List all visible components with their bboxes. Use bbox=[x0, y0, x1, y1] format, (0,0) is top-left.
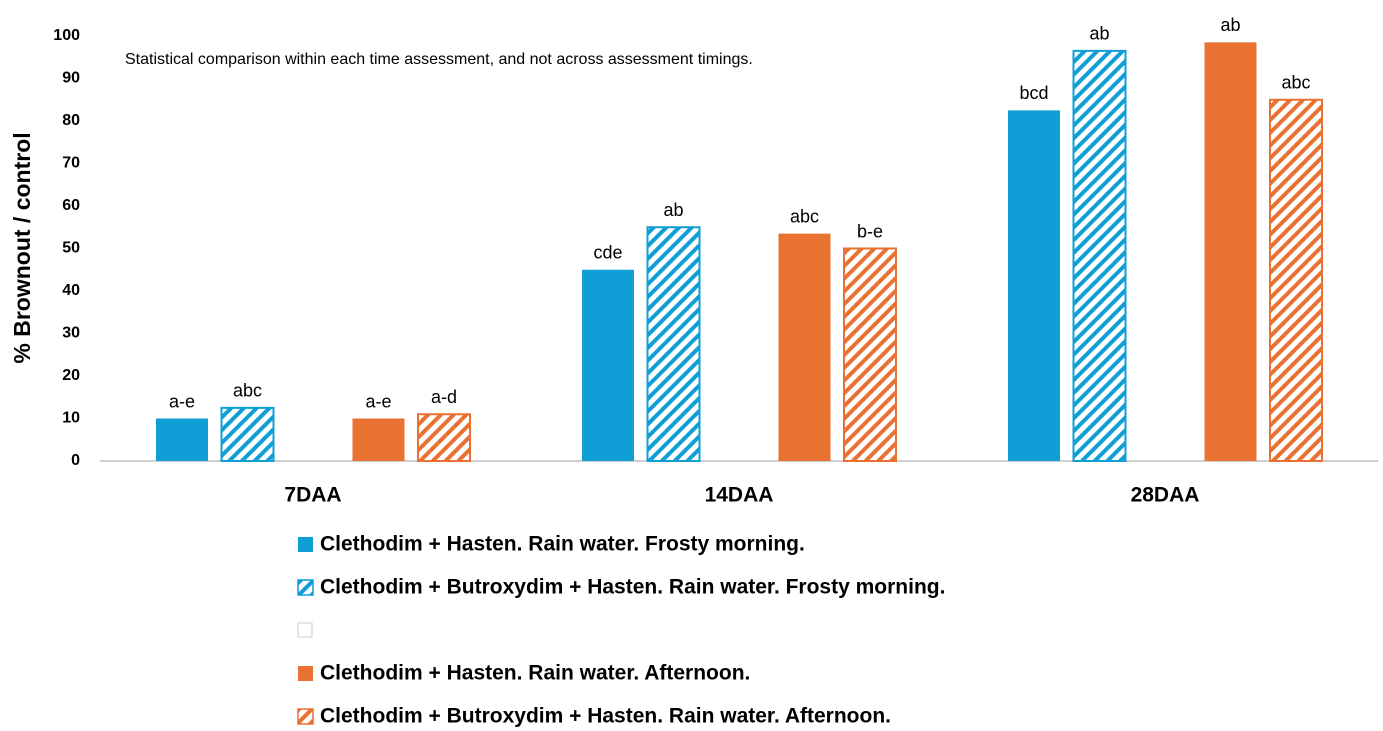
y-tick-label: 20 bbox=[62, 367, 80, 384]
data-label: b-e bbox=[857, 221, 883, 241]
legend-swatch bbox=[298, 666, 313, 681]
y-tick-label: 30 bbox=[62, 325, 80, 342]
y-tick-label: 90 bbox=[62, 70, 80, 87]
y-tick-label: 70 bbox=[62, 155, 80, 172]
y-axis-title: % Brownout / control bbox=[9, 132, 35, 363]
data-label: abc bbox=[1281, 73, 1310, 93]
bar bbox=[417, 413, 471, 462]
data-label: abc bbox=[233, 381, 262, 401]
y-tick-label: 50 bbox=[62, 240, 80, 257]
y-tick-label: 0 bbox=[71, 452, 80, 469]
legend-swatch bbox=[298, 537, 313, 552]
data-label: abc bbox=[790, 206, 819, 226]
data-label: bcd bbox=[1019, 83, 1048, 103]
bar bbox=[1269, 98, 1323, 462]
bar bbox=[582, 269, 634, 461]
x-tick-label: 14DAA bbox=[705, 484, 774, 507]
x-tick-label: 28DAA bbox=[1131, 484, 1200, 507]
data-label: cde bbox=[593, 243, 622, 263]
bar bbox=[843, 247, 897, 462]
data-label: a-d bbox=[431, 387, 457, 407]
legend-swatch bbox=[297, 708, 314, 725]
y-tick-label: 10 bbox=[62, 410, 80, 427]
bar bbox=[1072, 49, 1127, 462]
annotation: Statistical comparison within each time … bbox=[125, 51, 753, 68]
y-tick-label: 40 bbox=[62, 282, 80, 299]
bar bbox=[1008, 110, 1060, 461]
y-tick-label: 100 bbox=[53, 27, 80, 44]
data-label: a-e bbox=[169, 391, 195, 411]
legend-blank-swatch bbox=[297, 622, 313, 638]
bar bbox=[156, 418, 208, 461]
y-tick-label: 80 bbox=[62, 112, 80, 129]
legend-label: Clethodim + Butroxydim + Hasten. Rain wa… bbox=[320, 576, 945, 599]
bar bbox=[778, 233, 831, 461]
bar bbox=[646, 226, 701, 462]
data-label: ab bbox=[663, 200, 683, 220]
data-label: ab bbox=[1220, 15, 1240, 35]
y-tick-label: 60 bbox=[62, 197, 80, 214]
legend-label: Clethodim + Hasten. Rain water. Afternoo… bbox=[320, 662, 750, 685]
data-label: ab bbox=[1089, 24, 1109, 44]
x-tick-label: 7DAA bbox=[284, 484, 341, 507]
legend-swatch bbox=[297, 579, 314, 596]
bar bbox=[220, 406, 275, 462]
data-label: a-e bbox=[365, 391, 391, 411]
bar bbox=[352, 418, 405, 461]
legend-label: Clethodim + Hasten. Rain water. Frosty m… bbox=[320, 533, 805, 556]
legend-label: Clethodim + Butroxydim + Hasten. Rain wa… bbox=[320, 705, 891, 728]
bar bbox=[1204, 42, 1257, 461]
